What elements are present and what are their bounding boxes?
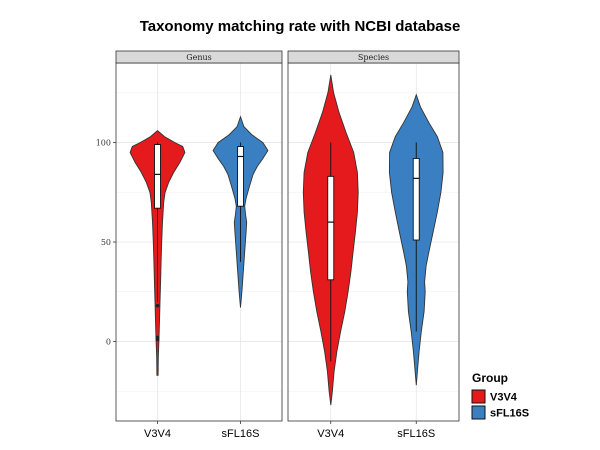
- facet-label-genus: Genus: [186, 53, 212, 62]
- x-tick-label-sfl16s: sFL16S: [222, 428, 260, 440]
- box-sfl16s: [412, 158, 420, 241]
- x-tick-label-sfl16s: sFL16S: [397, 428, 435, 440]
- legend-label-v3v4: V3V4: [490, 392, 518, 404]
- box-sfl16s: [237, 146, 244, 207]
- legend-swatch-sfl16s: [471, 405, 486, 420]
- legend-label-sfl16s: sFL16S: [490, 408, 529, 420]
- facet-strip-0: [115, 50, 283, 64]
- box-v3v4: [327, 175, 335, 281]
- outlier-point: [155, 337, 160, 342]
- legend-title: Group: [472, 371, 508, 385]
- x-tick-label-v3v4: V3V4: [317, 428, 344, 440]
- y-tick-label-0: 0: [106, 337, 111, 346]
- y-tick-label-50: 50: [101, 238, 111, 247]
- x-tick-label-v3v4: V3V4: [144, 428, 171, 440]
- legend-swatch-v3v4: [471, 389, 486, 404]
- outlier-point: [155, 303, 160, 308]
- box-v3v4: [154, 144, 161, 209]
- y-tick-label-100: 100: [96, 139, 111, 148]
- facet-label-species: Species: [358, 53, 389, 62]
- chart-title: Taxonomy matching rate with NCBI databas…: [139, 18, 461, 35]
- facet-strip-1: [287, 50, 460, 64]
